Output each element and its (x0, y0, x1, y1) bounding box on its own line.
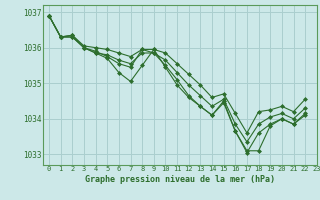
X-axis label: Graphe pression niveau de la mer (hPa): Graphe pression niveau de la mer (hPa) (85, 175, 275, 184)
